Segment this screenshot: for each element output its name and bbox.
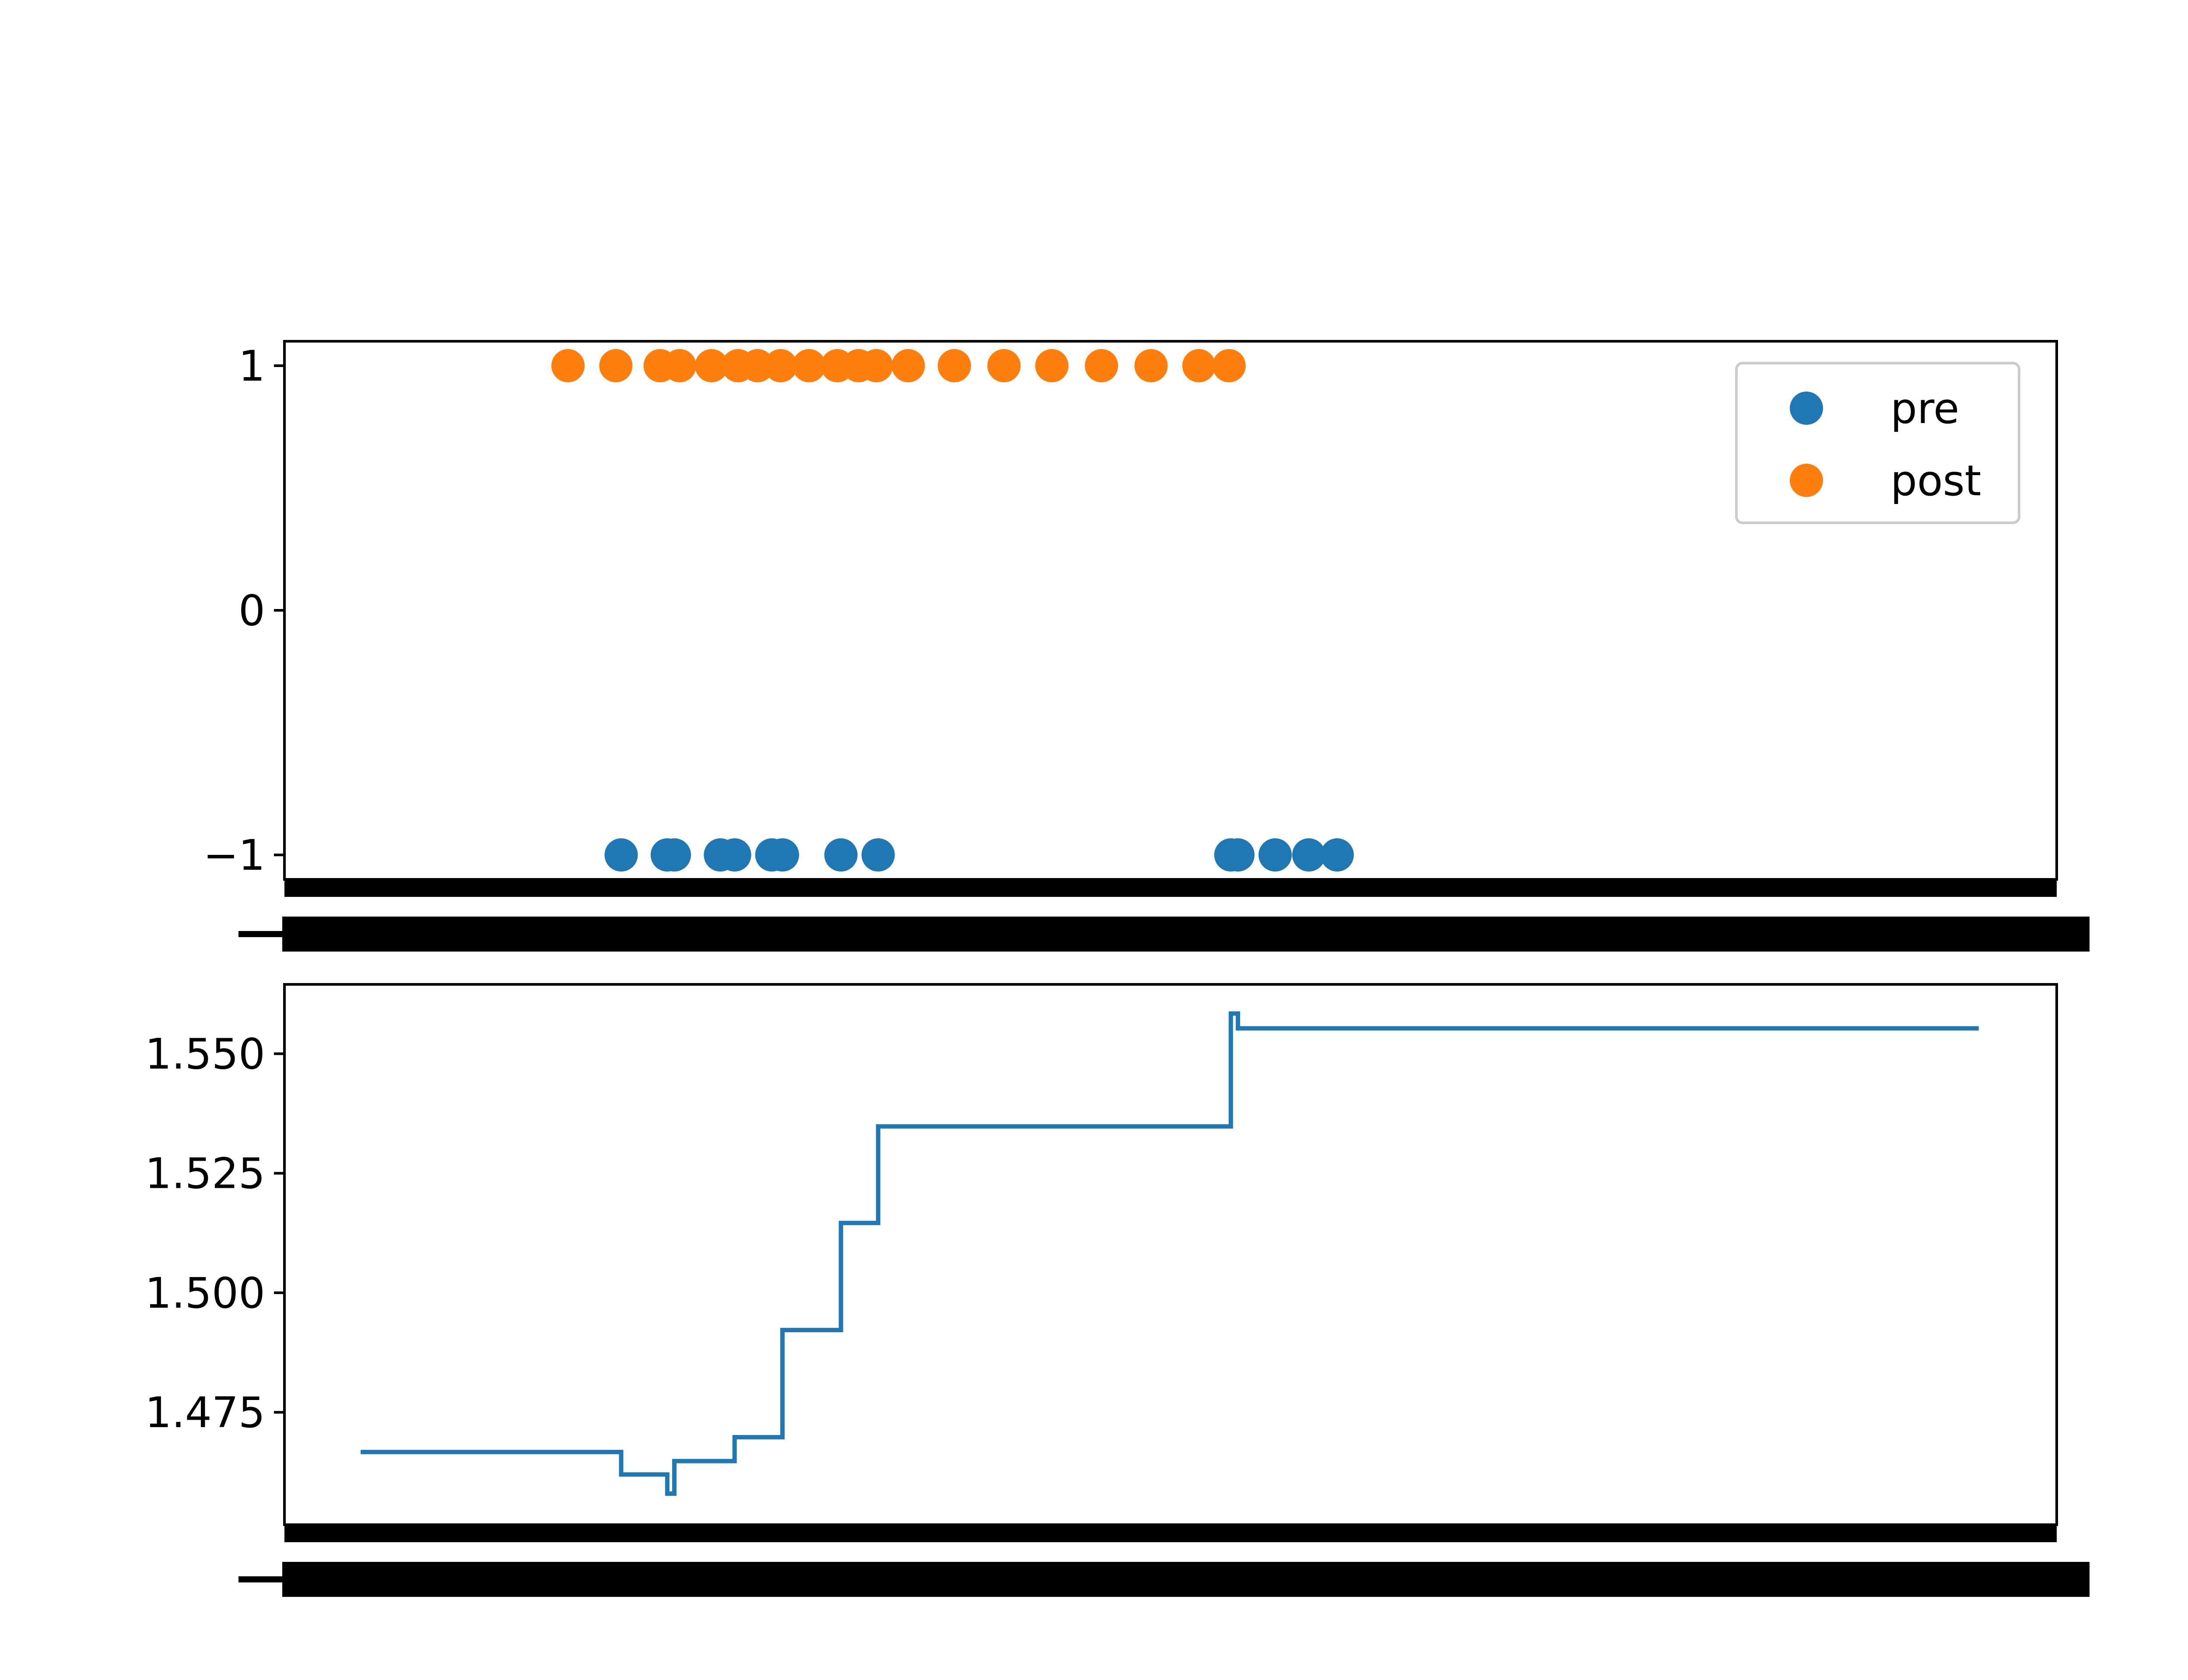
scatter-subplot: −1 0 1 pre post	[203, 340, 2090, 952]
line-y-tick-label: 1.475	[145, 1388, 265, 1437]
line-x-tick-marks	[284, 1525, 2057, 1542]
scatter-point-post	[741, 349, 775, 382]
line-y-tick-label: 1.525	[145, 1149, 265, 1198]
scatter-point-post	[599, 349, 633, 382]
scatter-point-pre	[824, 838, 858, 872]
scatter-point-post	[1134, 349, 1168, 382]
scatter-point-post	[764, 349, 797, 382]
scatter-point-pre	[1320, 838, 1354, 872]
line-y-tick-label: 1.550	[145, 1029, 265, 1078]
scatter-point-post	[859, 349, 893, 382]
legend-marker-pre	[1790, 392, 1823, 425]
scatter-point-pre	[658, 838, 691, 872]
scatter-point-post	[792, 349, 826, 382]
scatter-x-tick-marks	[284, 879, 2057, 897]
scatter-point-pre	[1292, 838, 1325, 872]
scatter-y-tick-label: −1	[203, 831, 265, 880]
scatter-point-pre	[861, 838, 895, 872]
scatter-x-tick-minus-sign	[238, 931, 287, 937]
scatter-point-pre	[1221, 838, 1255, 872]
series-pre	[604, 838, 1354, 872]
scatter-y-tick-label: 0	[238, 586, 265, 635]
legend-marker-post	[1790, 464, 1823, 497]
scatter-point-pre	[604, 838, 638, 872]
scatter-point-post	[551, 349, 585, 382]
step-line-series-0	[361, 1011, 1979, 1496]
legend-label-pre: pre	[1890, 384, 1959, 433]
scatter-y-tick-label: 1	[238, 342, 265, 391]
scatter-point-post	[1212, 349, 1246, 382]
scatter-point-post	[1035, 349, 1069, 382]
line-y-tick-label: 1.500	[145, 1269, 265, 1318]
scatter-point-pre	[1258, 838, 1292, 872]
legend: pre post	[1735, 362, 2020, 524]
scatter-point-pre	[718, 838, 751, 872]
scatter-x-tick-labels-overlapped	[282, 917, 2090, 952]
legend-label-post: post	[1890, 456, 1981, 505]
scatter-point-pre	[766, 838, 799, 872]
scatter-point-post	[695, 349, 729, 382]
series-post	[551, 349, 1246, 382]
line-x-tick-labels-overlapped	[282, 1562, 2090, 1597]
scatter-point-post	[1182, 349, 1216, 382]
scatter-point-post	[937, 349, 971, 382]
line-x-tick-minus-sign	[238, 1576, 287, 1582]
scatter-point-post	[1085, 349, 1119, 382]
scatter-point-post	[891, 349, 925, 382]
scatter-point-post	[987, 349, 1021, 382]
step-line-subplot: 1.475 1.500 1.525 1.550	[145, 983, 2090, 1597]
scatter-point-post	[663, 349, 697, 382]
